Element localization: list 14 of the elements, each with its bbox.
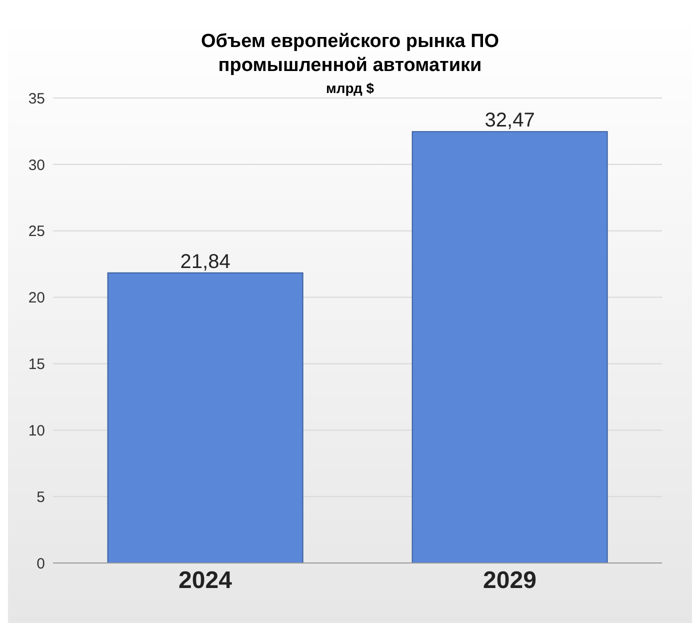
y-tick-label: 25	[28, 223, 45, 240]
y-tick-label: 20	[28, 290, 45, 307]
chart-title: Объем европейского рынка ПО промышленной автоматики	[200, 30, 500, 78]
data-label: 32,47	[484, 110, 535, 132]
y-tick-label: 0	[36, 555, 45, 572]
y-tick-label: 35	[28, 90, 45, 108]
x-tick-label: 2029	[483, 567, 536, 594]
y-tick-label: 10	[28, 422, 45, 440]
data-label: 21,84	[180, 250, 230, 273]
y-tick-label: 5	[36, 488, 45, 506]
y-tick-label: 30	[28, 156, 45, 174]
chart-subtitle: млрд $	[326, 80, 374, 96]
y-tick-label: 15	[28, 356, 45, 374]
x-tick-label: 2024	[178, 567, 233, 594]
